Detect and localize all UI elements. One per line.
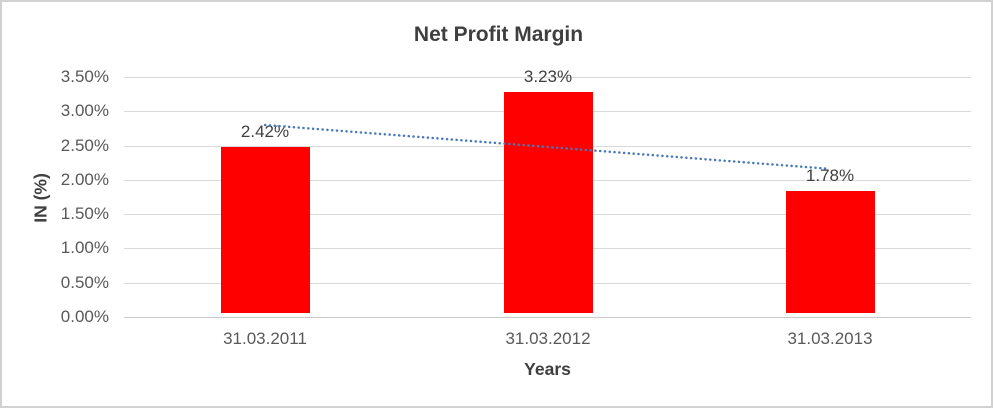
chart-title: Net Profit Margin xyxy=(413,23,584,46)
gridline xyxy=(124,77,971,78)
y-tick-label: 3.00% xyxy=(60,101,109,120)
bar xyxy=(785,191,875,313)
trendline-line xyxy=(263,123,832,171)
y-axis-title: IN (%) xyxy=(30,173,51,223)
y-tick-label: 0.00% xyxy=(60,307,109,326)
bar-data-label: 2.42% xyxy=(240,122,290,141)
bar-column: 1.78% xyxy=(760,166,900,313)
x-tick-label: 31.03.2012 xyxy=(505,329,591,348)
x-axis-title: Years xyxy=(524,359,571,379)
y-tick-label: 3.50% xyxy=(60,67,109,86)
y-tick-label: 1.50% xyxy=(60,204,109,223)
bar-data-label: 1.78% xyxy=(805,166,855,185)
y-tick-label: 2.50% xyxy=(60,136,109,155)
bar-column: 3.23% xyxy=(478,67,618,313)
bar-data-label: 3.23% xyxy=(523,67,573,86)
x-tick-label: 31.03.2011 xyxy=(223,329,307,348)
bar-column: 2.42% xyxy=(195,122,335,313)
bar xyxy=(220,147,310,313)
x-axis-line xyxy=(124,317,971,318)
bar xyxy=(503,92,593,313)
y-tick-label: 1.00% xyxy=(60,238,109,257)
y-tick-label: 0.50% xyxy=(60,273,109,292)
y-tick-label: 2.00% xyxy=(60,170,109,189)
x-tick-label: 31.03.2013 xyxy=(787,329,873,348)
